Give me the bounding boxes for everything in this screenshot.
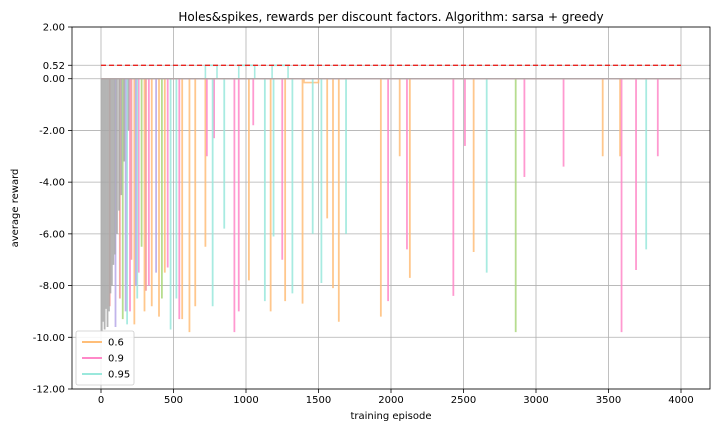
- x-tick-label: 2500: [451, 395, 476, 406]
- series-layer: [100, 64, 681, 333]
- series-plateau: [303, 78, 320, 84]
- y-tick-label: 0.00: [43, 74, 65, 85]
- x-tick-label: 0: [98, 395, 104, 406]
- axis-ticks: 0 500 1000 1500 2000 2500 3000 3500 4000 -12.00 -1…: [33, 23, 694, 407]
- series-group: [100, 78, 681, 333]
- y-tick-label: -6.00: [39, 229, 65, 240]
- x-tick-label: 4000: [668, 395, 693, 406]
- x-tick-label: 2000: [378, 395, 403, 406]
- y-tick-label: 0.52: [43, 61, 65, 72]
- y-tick-label: 2.00: [43, 23, 65, 34]
- y-tick-label: -10.00: [33, 333, 65, 344]
- legend-label: 0.9: [108, 354, 124, 365]
- x-tick-label: 1500: [306, 395, 331, 406]
- legend-label: 0.95: [108, 370, 130, 381]
- series-plateau: [204, 64, 218, 79]
- legend-label: 0.6: [108, 338, 124, 349]
- x-tick-label: 3000: [523, 395, 548, 406]
- y-tick-label: -2.00: [39, 126, 65, 137]
- y-tick-label: -12.00: [33, 385, 65, 396]
- legend-box: [75, 330, 135, 386]
- y-axis-label: average reward: [10, 169, 21, 248]
- legend: 0.6 0.9 0.95: [75, 330, 135, 386]
- x-tick-label: 3500: [596, 395, 621, 406]
- y-tick-label: -8.00: [39, 281, 65, 292]
- x-axis-label: training episode: [350, 411, 431, 422]
- chart-title: Holes&spikes, rewards per discount facto…: [178, 10, 603, 24]
- x-tick-label: 500: [164, 395, 183, 406]
- x-tick-label: 1000: [233, 395, 258, 406]
- y-tick-label: -4.00: [39, 178, 65, 189]
